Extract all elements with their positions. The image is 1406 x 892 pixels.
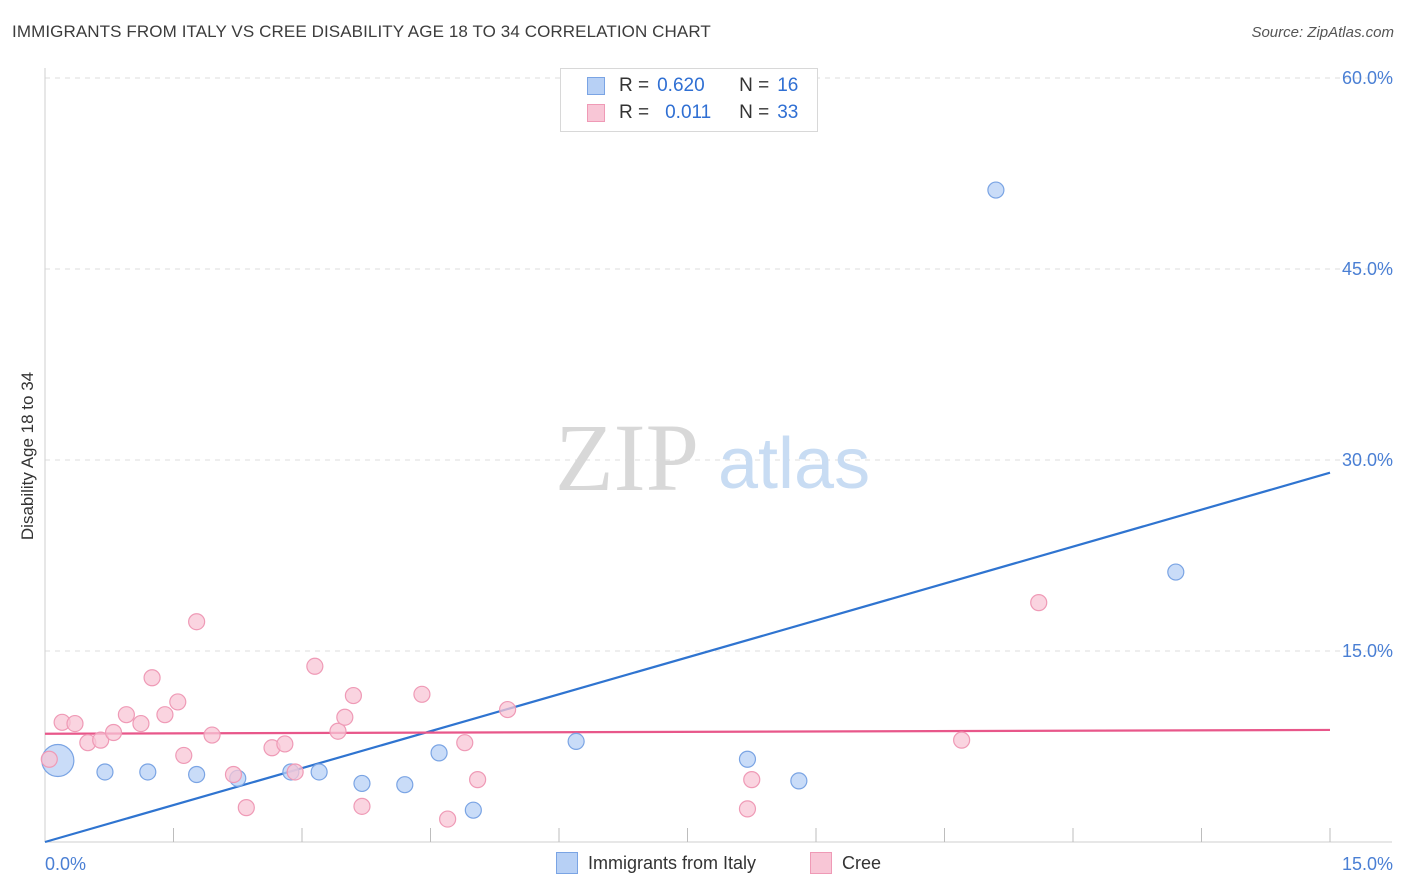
- legend-n-value-cree: 33: [777, 102, 799, 123]
- legend-row-cree: R = 0.011 N = 33: [587, 100, 798, 126]
- point-cree-18: [286, 763, 304, 781]
- legend-r-label-cree: R =: [619, 102, 650, 123]
- legend-r-value-italy: 0.620: [657, 75, 705, 96]
- y-axis-label: Disability Age 18 to 34: [18, 372, 37, 540]
- point-cree-15: [237, 799, 255, 817]
- point-italy-1: [96, 763, 114, 781]
- x-tick-label-0: 0.0%: [45, 854, 86, 874]
- bottom-legend-cree: Cree: [810, 852, 881, 874]
- point-cree-14: [224, 765, 243, 784]
- point-cree-31: [953, 731, 971, 749]
- bottom-legend-swatch-italy: [556, 852, 578, 874]
- watermark: ZIP atlas: [555, 404, 870, 511]
- point-italy-6: [310, 763, 328, 781]
- point-italy-3: [188, 765, 206, 784]
- x-tick-label-1: 15.0%: [1342, 854, 1393, 874]
- source-credit: Source: ZipAtlas.com: [1251, 24, 1394, 41]
- trend-lines: [44, 471, 1331, 844]
- point-cree-10: [169, 693, 187, 711]
- point-cree-11: [175, 746, 193, 765]
- point-italy-12: [738, 750, 757, 768]
- point-italy-2: [139, 763, 157, 781]
- point-cree-26: [456, 734, 474, 752]
- point-italy-13: [790, 772, 808, 790]
- legend-swatch-cree: [587, 104, 605, 122]
- bottom-legend-label-cree: Cree: [842, 852, 882, 873]
- point-italy-8: [396, 776, 414, 794]
- point-italy-10: [464, 801, 482, 819]
- legend-n-value-italy: 16: [777, 75, 799, 96]
- point-cree-2: [66, 714, 84, 733]
- point-cree-19: [306, 657, 324, 675]
- point-cree-7: [132, 714, 150, 733]
- y-tick-label-2: 45.0%: [1342, 259, 1393, 279]
- trend-line-italy: [44, 471, 1331, 844]
- point-cree-0: [40, 750, 58, 768]
- bottom-legend-swatch-cree: [810, 852, 832, 874]
- y-tick-label-3: 60.0%: [1342, 68, 1393, 88]
- watermark-atlas: atlas: [718, 424, 870, 504]
- point-cree-29: [738, 800, 757, 818]
- point-cree-12: [188, 613, 206, 631]
- point-cree-23: [353, 797, 371, 815]
- point-cree-25: [439, 810, 457, 828]
- data-points: [40, 181, 1185, 828]
- point-cree-28: [499, 700, 517, 719]
- legend: R = 0.620 N = 16 R = 0.011 N = 33: [560, 68, 818, 132]
- tick-labels: 15.0% 30.0% 45.0% 60.0% 0.0% 15.0%: [45, 68, 1393, 874]
- axes: [44, 68, 1392, 843]
- point-cree-9: [156, 706, 174, 724]
- point-cree-20: [329, 722, 347, 740]
- legend-swatch-italy: [587, 77, 605, 95]
- chart-title: IMMIGRANTS FROM ITALY VS CREE DISABILITY…: [12, 22, 711, 41]
- point-cree-21: [336, 708, 354, 726]
- grid-lines: [45, 77, 1392, 652]
- watermark-zip: ZIP: [555, 404, 699, 511]
- point-cree-32: [1030, 594, 1048, 612]
- point-cree-4: [92, 731, 110, 749]
- point-italy-9: [430, 744, 448, 762]
- point-cree-22: [344, 686, 362, 705]
- legend-r-value-cree: 0.011: [665, 102, 712, 123]
- point-italy-11: [567, 732, 585, 751]
- point-cree-27: [469, 771, 487, 789]
- legend-n-label-italy: N =: [739, 75, 770, 96]
- point-cree-30: [743, 771, 761, 789]
- point-cree-17: [276, 735, 294, 753]
- point-cree-24: [413, 685, 431, 703]
- legend-n-label-cree: N =: [739, 102, 770, 123]
- point-italy-14: [987, 181, 1005, 199]
- legend-r-label-italy: R =: [619, 75, 650, 96]
- bottom-legend-italy: Immigrants from Italy: [556, 852, 756, 874]
- point-cree-13: [203, 726, 221, 744]
- point-italy-15: [1167, 563, 1185, 581]
- y-tick-label-0: 15.0%: [1342, 641, 1393, 661]
- point-cree-6: [117, 706, 135, 724]
- point-cree-5: [104, 723, 123, 742]
- point-cree-8: [143, 669, 161, 687]
- point-italy-7: [353, 774, 371, 793]
- trend-line-cree: [44, 728, 1331, 735]
- legend-row-italy: R = 0.620 N = 16: [587, 73, 798, 99]
- y-tick-label-1: 30.0%: [1342, 450, 1393, 470]
- bottom-legend-label-italy: Immigrants from Italy: [588, 852, 757, 873]
